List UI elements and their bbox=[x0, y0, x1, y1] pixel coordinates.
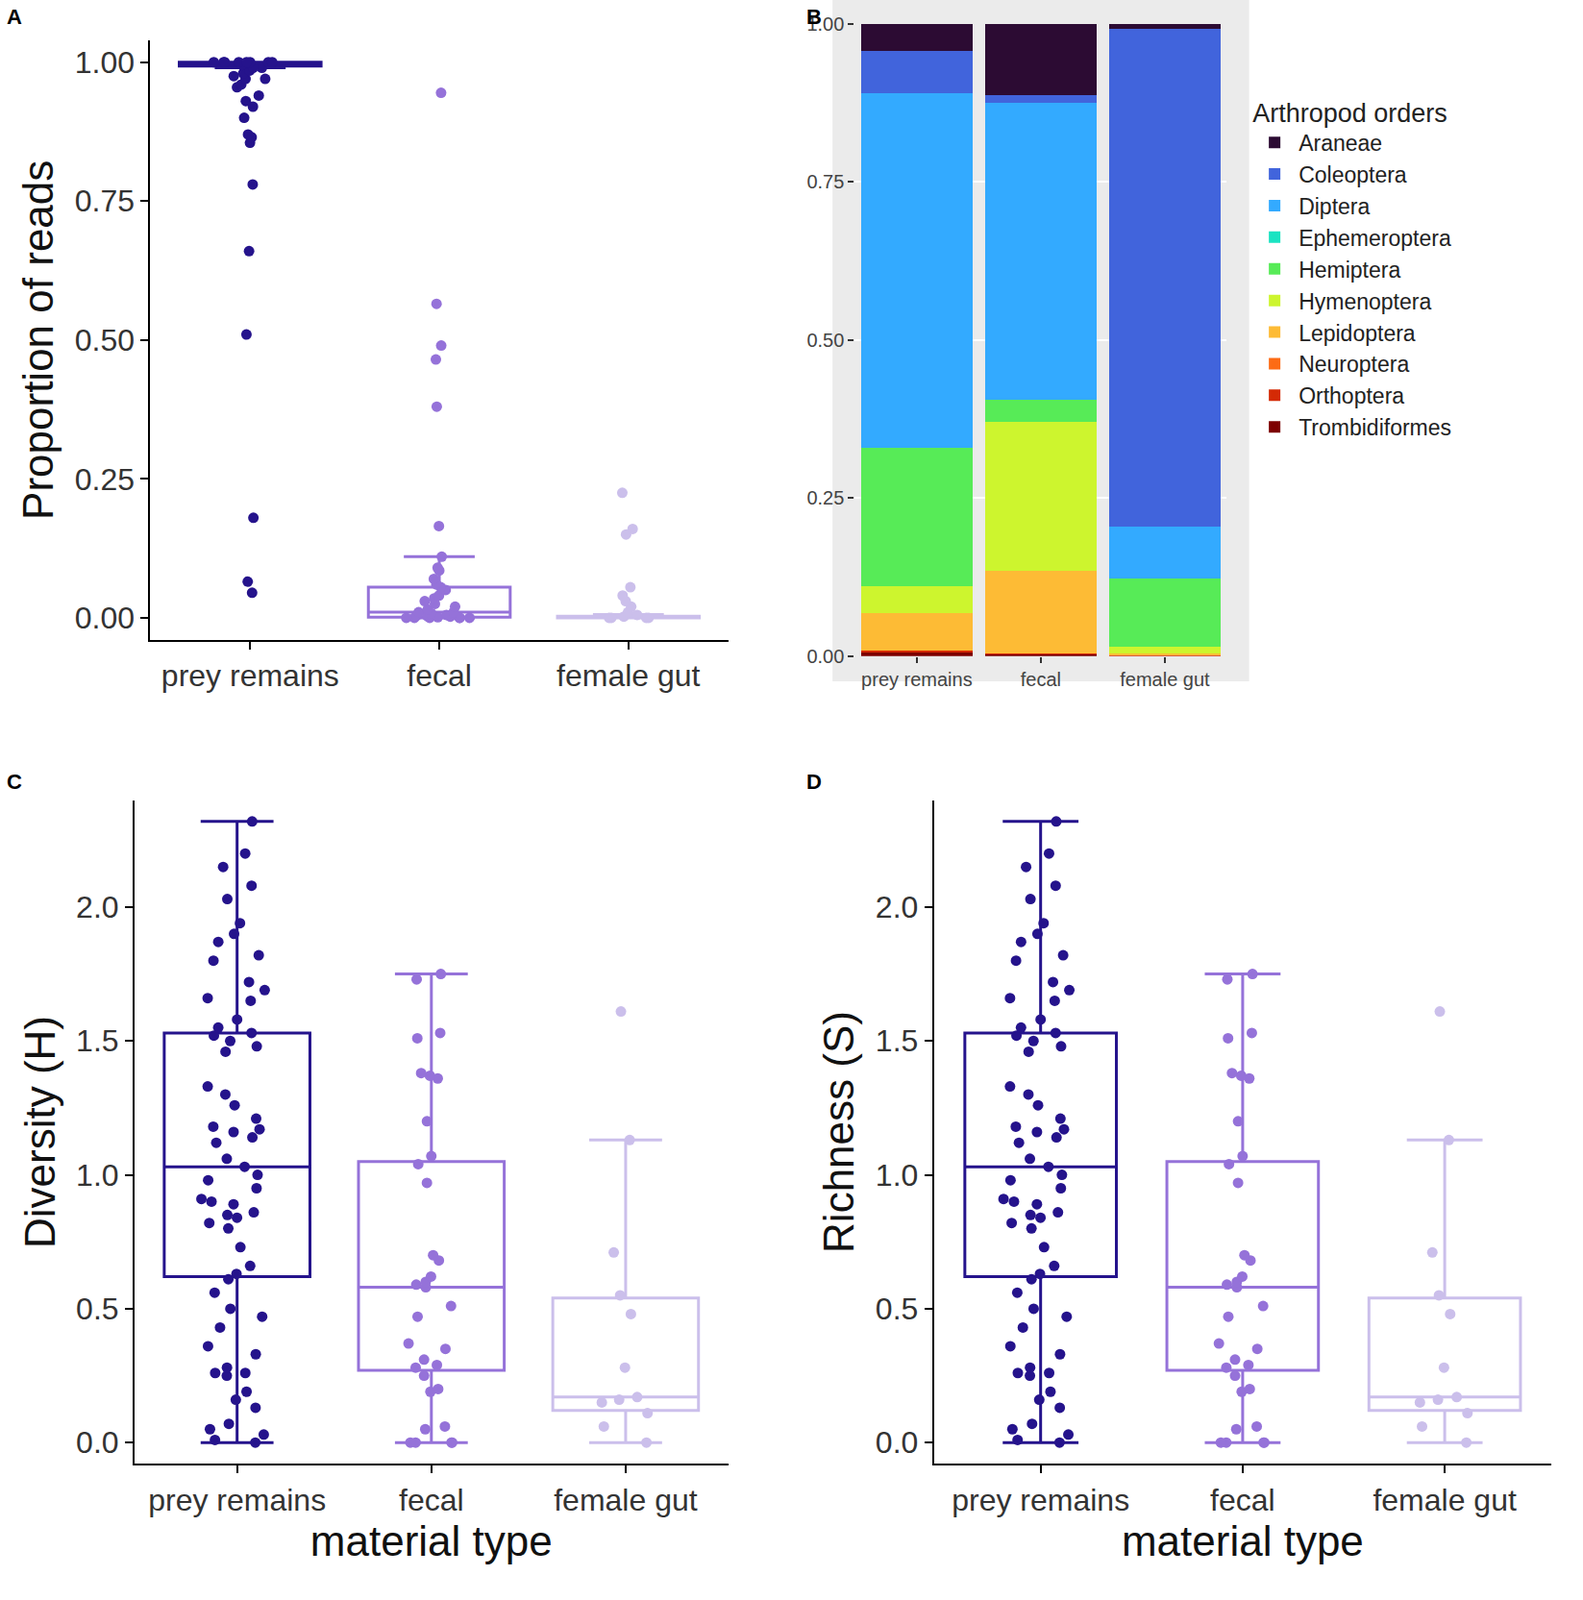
svg-text:Hymenoptera: Hymenoptera bbox=[1298, 289, 1432, 315]
svg-text:C: C bbox=[6, 769, 23, 794]
svg-text:material type: material type bbox=[1121, 1517, 1364, 1565]
svg-text:Orthoptera: Orthoptera bbox=[1298, 383, 1405, 409]
svg-text:0.0: 0.0 bbox=[875, 1425, 918, 1460]
svg-text:0.00: 0.00 bbox=[806, 645, 844, 668]
svg-text:Araneae: Araneae bbox=[1298, 130, 1383, 156]
svg-text:0.0: 0.0 bbox=[75, 1425, 119, 1460]
svg-text:prey remains: prey remains bbox=[148, 1483, 326, 1518]
svg-text:Hemiptera: Hemiptera bbox=[1298, 257, 1401, 283]
svg-text:0.00: 0.00 bbox=[74, 600, 135, 636]
svg-text:fecal: fecal bbox=[398, 1483, 465, 1518]
svg-text:1.0: 1.0 bbox=[875, 1158, 918, 1193]
svg-text:prey remains: prey remains bbox=[861, 668, 973, 691]
svg-text:Lepidoptera: Lepidoptera bbox=[1298, 320, 1416, 346]
svg-text:1.5: 1.5 bbox=[875, 1023, 918, 1059]
svg-text:Ephemeroptera: Ephemeroptera bbox=[1298, 225, 1452, 251]
svg-text:fecal: fecal bbox=[1020, 668, 1062, 691]
svg-text:0.75: 0.75 bbox=[74, 183, 135, 219]
svg-text:D: D bbox=[806, 769, 822, 794]
svg-text:prey remains: prey remains bbox=[951, 1483, 1130, 1518]
svg-text:Neuroptera: Neuroptera bbox=[1298, 351, 1410, 377]
svg-text:2.0: 2.0 bbox=[875, 890, 918, 925]
svg-text:female gut: female gut bbox=[1372, 1483, 1517, 1518]
svg-text:female gut: female gut bbox=[1119, 668, 1211, 691]
svg-text:0.25: 0.25 bbox=[806, 487, 844, 509]
svg-text:2.0: 2.0 bbox=[75, 890, 119, 925]
svg-text:Trombidiformes: Trombidiformes bbox=[1298, 415, 1452, 441]
svg-text:Diptera: Diptera bbox=[1298, 194, 1370, 220]
svg-text:1.00: 1.00 bbox=[74, 45, 135, 80]
svg-text:female gut: female gut bbox=[556, 658, 701, 693]
svg-text:0.5: 0.5 bbox=[875, 1291, 918, 1327]
svg-text:female gut: female gut bbox=[553, 1483, 698, 1518]
svg-text:Proportion of reads: Proportion of reads bbox=[14, 160, 62, 520]
svg-text:fecal: fecal bbox=[1210, 1483, 1276, 1518]
svg-text:B: B bbox=[806, 4, 822, 29]
svg-text:0.50: 0.50 bbox=[806, 329, 844, 351]
svg-text:0.5: 0.5 bbox=[75, 1291, 119, 1327]
svg-text:material type: material type bbox=[310, 1517, 553, 1565]
svg-text:1.0: 1.0 bbox=[75, 1158, 119, 1193]
svg-text:1.5: 1.5 bbox=[75, 1023, 119, 1059]
svg-text:fecal: fecal bbox=[406, 658, 472, 693]
svg-text:0.25: 0.25 bbox=[74, 462, 135, 497]
svg-text:Coleoptera: Coleoptera bbox=[1298, 162, 1408, 188]
svg-text:0.75: 0.75 bbox=[806, 171, 844, 193]
svg-text:Diversity (H): Diversity (H) bbox=[16, 1015, 64, 1249]
svg-text:1.00: 1.00 bbox=[806, 13, 844, 35]
svg-text:A: A bbox=[6, 4, 23, 29]
svg-text:Arthropod orders: Arthropod orders bbox=[1252, 98, 1448, 128]
svg-text:0.50: 0.50 bbox=[74, 322, 135, 358]
svg-text:Richness (S): Richness (S) bbox=[815, 1011, 863, 1254]
svg-text:prey remains: prey remains bbox=[161, 658, 340, 693]
